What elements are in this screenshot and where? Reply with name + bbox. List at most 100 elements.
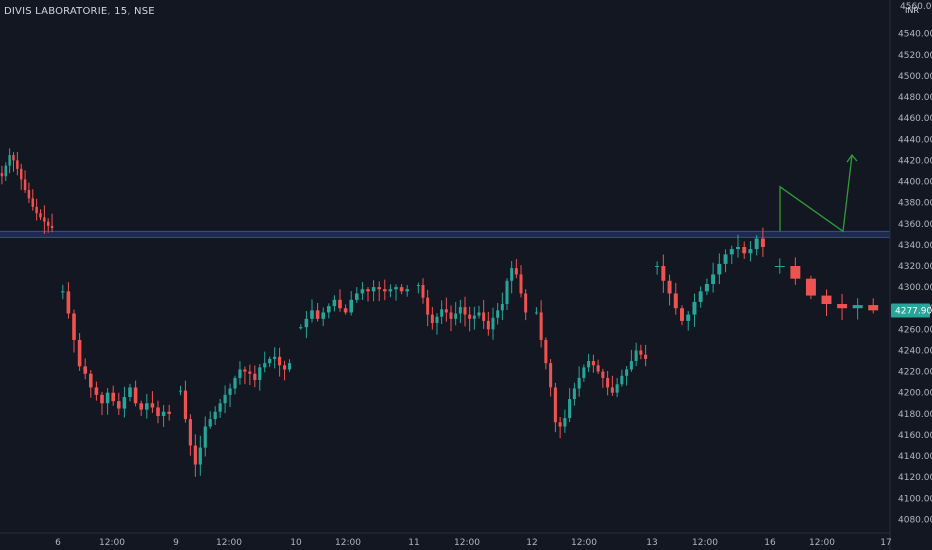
horizontal-level-band[interactable]: [0, 230, 890, 238]
candle-body: [486, 320, 490, 330]
price-tick-label: 4540.00: [898, 30, 932, 40]
candle-body: [510, 268, 514, 281]
candle-body: [421, 285, 425, 298]
candle-body: [596, 365, 600, 372]
candle-body: [673, 293, 678, 309]
candle-body: [661, 266, 666, 281]
candle-body: [430, 314, 434, 324]
candle-body: [178, 390, 183, 392]
candle-body: [218, 403, 222, 412]
price-tick-label: 4360.00: [898, 220, 932, 230]
candle-body: [287, 363, 292, 370]
candle-body: [321, 312, 325, 319]
candle-body: [111, 392, 115, 402]
candle-body: [686, 314, 691, 321]
candle-body: [233, 377, 237, 389]
candle-body: [852, 305, 863, 309]
candle-body: [243, 369, 247, 372]
candle-body: [563, 418, 567, 427]
projection-arrow[interactable]: [779, 154, 858, 233]
candle-body: [711, 274, 716, 284]
candle-body: [299, 327, 303, 329]
candle-body: [496, 310, 500, 318]
last-price-tag: [891, 303, 930, 318]
time-tick-label: 12:00: [809, 538, 835, 548]
candle-body: [360, 289, 365, 294]
price-axis[interactable]: 4560.00INR 4540.00 4520.00 4500.00 4480.00 44…: [889, 0, 932, 550]
candle-body: [198, 447, 202, 465]
price-tick-label: 4520.00: [898, 51, 932, 61]
candle-body: [577, 377, 581, 389]
candle-body: [505, 280, 509, 305]
candle-body: [188, 419, 192, 446]
time-tick-label: 9: [173, 538, 179, 548]
symbol-name[interactable]: DIVIS LABORATORIE: [4, 6, 108, 17]
candle-body: [19, 168, 23, 180]
candle-body: [449, 312, 453, 319]
candle-body: [263, 363, 267, 368]
price-tick-label: 4400.00: [898, 178, 932, 188]
candle-body: [644, 354, 648, 359]
candle-body: [89, 373, 93, 388]
interval-label[interactable]: 15: [114, 6, 128, 17]
candle-body: [454, 313, 458, 319]
price-tick-label: 4340.00: [898, 241, 932, 251]
candle-body: [426, 297, 430, 315]
candle-body: [468, 314, 472, 319]
projection-path[interactable]: [779, 155, 853, 233]
candle-body: [16, 160, 19, 169]
candle-body: [477, 312, 481, 316]
candle-body: [338, 299, 342, 309]
chart-title: DIVIS LABORATORIE, 15, NSE: [4, 6, 155, 17]
time-tick-label: 12:00: [692, 538, 718, 548]
last-price-label: 4277.90: [895, 306, 932, 316]
candle-body: [315, 310, 320, 319]
candle-body: [183, 390, 188, 420]
candle-body: [105, 392, 110, 404]
price-tick-label: 4380.00: [898, 199, 932, 209]
candle-body: [31, 198, 35, 207]
candle-body: [680, 308, 684, 321]
candle-body: [634, 350, 638, 362]
price-tick-label: 4080.00: [898, 515, 932, 525]
candle-body: [23, 179, 27, 190]
candle-body: [472, 315, 476, 319]
candle-body: [458, 307, 462, 314]
candle-body: [416, 285, 420, 287]
candle-body: [310, 310, 314, 319]
candle-body: [601, 371, 605, 378]
candle-body: [405, 289, 409, 292]
candle-body: [539, 312, 543, 340]
candle-body: [591, 361, 595, 366]
candle-body: [213, 411, 217, 420]
candle-body: [868, 305, 879, 311]
candle-body: [692, 301, 697, 315]
candle-body: [156, 407, 160, 416]
candle-body: [273, 356, 277, 359]
candle-body: [228, 388, 232, 395]
projection-arrowhead: [846, 154, 858, 163]
candle-body: [754, 238, 759, 250]
price-tick-label: 4480.00: [898, 93, 932, 103]
candle-body: [629, 361, 633, 370]
time-axis[interactable]: 6 12:00 9 12:00 10 12:00 11 12:00 12 12:00 13 12:00…: [0, 532, 892, 548]
candle-body: [760, 238, 765, 247]
candle-body: [122, 396, 127, 409]
time-tick-label: 12:00: [335, 538, 361, 548]
price-tick-label: 4220.00: [898, 368, 932, 378]
price-tick-label: 4100.00: [898, 494, 932, 504]
candle-body: [553, 387, 557, 423]
candle-body: [615, 384, 619, 393]
currency-label[interactable]: INR: [905, 6, 919, 15]
candle-body: [655, 266, 660, 267]
time-tick-label: 6: [55, 538, 61, 548]
candle-body: [248, 371, 252, 374]
candle-body: [587, 361, 591, 368]
candle-body: [620, 375, 624, 385]
candle-body: [72, 313, 76, 340]
candle-body: [161, 411, 166, 416]
candle-body: [748, 249, 753, 254]
time-tick-label: 13: [646, 538, 657, 548]
candle-body: [698, 291, 703, 302]
